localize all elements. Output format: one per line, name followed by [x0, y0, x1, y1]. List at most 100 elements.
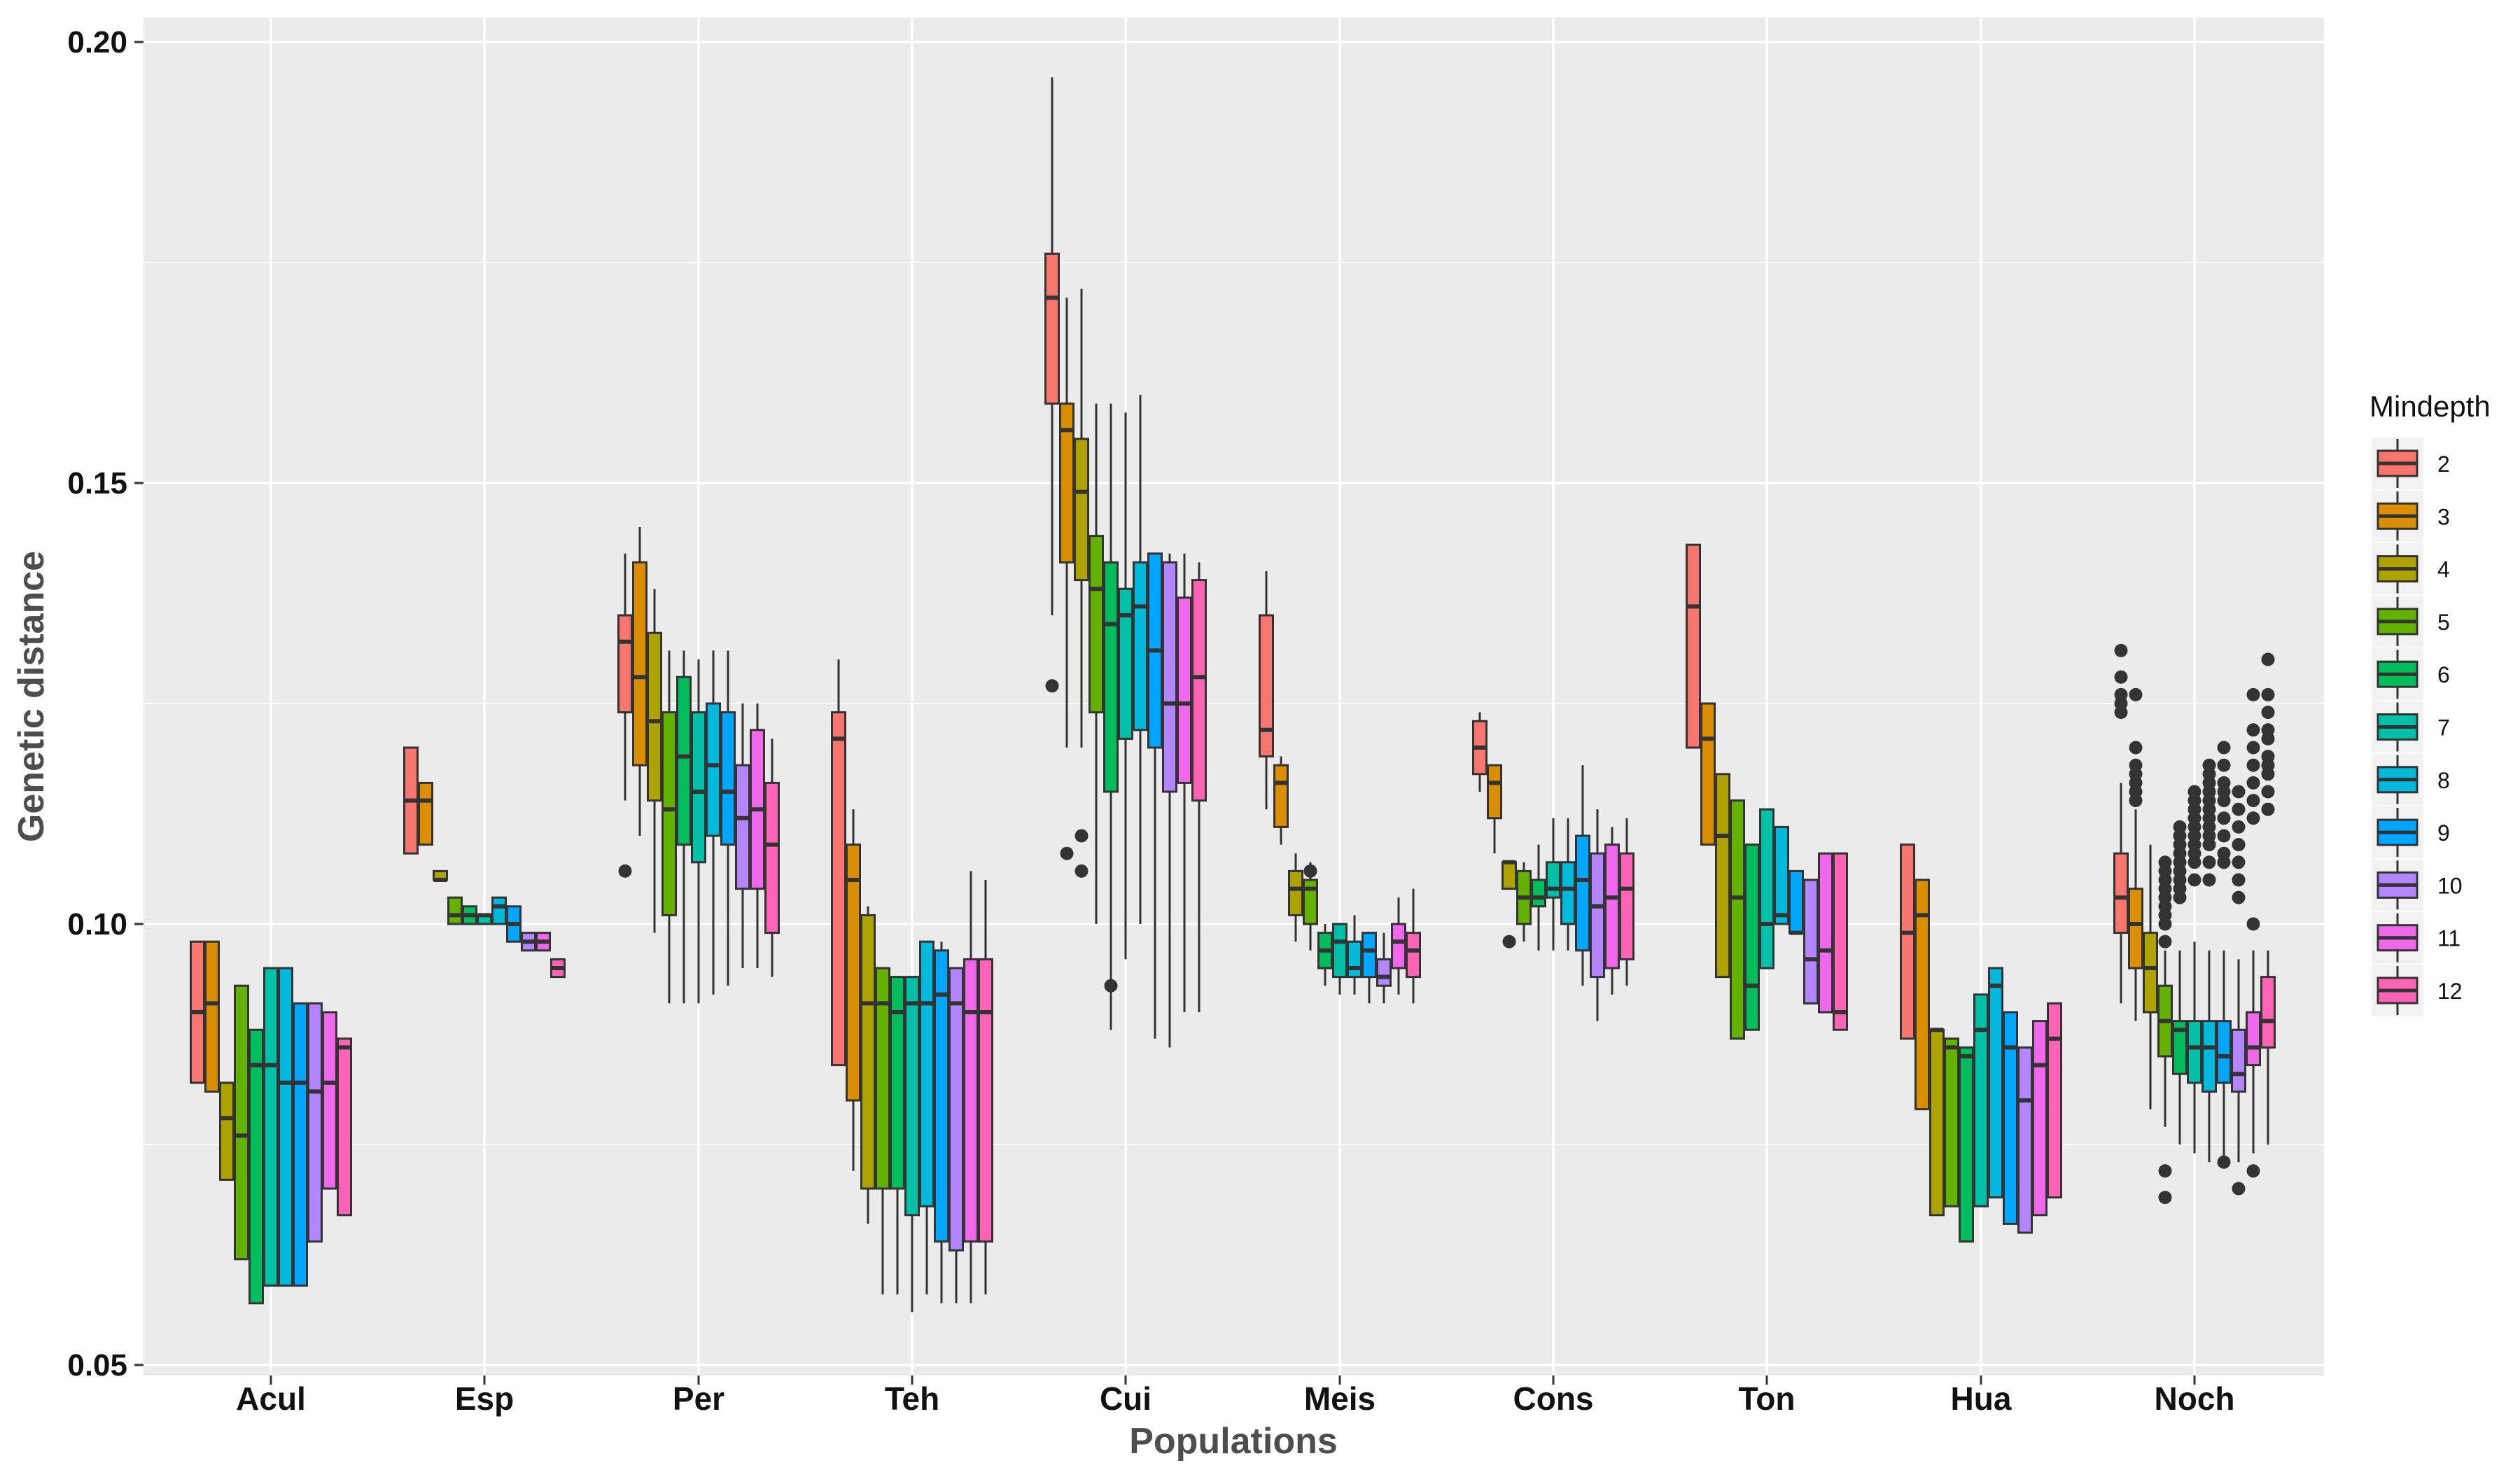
outlier-point: [1104, 979, 1118, 993]
box-body: [846, 844, 861, 1102]
outlier-point: [1074, 829, 1088, 843]
box-noch-6: [2172, 950, 2188, 1144]
box-per-5: [662, 650, 677, 1004]
outlier-point: [2246, 917, 2260, 931]
box-cui-3: [1059, 298, 1074, 748]
legend-label: 5: [2437, 610, 2450, 635]
box-body: [248, 1028, 264, 1305]
box-acul-5: [234, 984, 249, 1261]
box-acul-11: [322, 1011, 337, 1190]
y-axis: 0.05 0.10 0.15 0.20: [67, 25, 144, 1382]
box-esp-8: [491, 896, 507, 925]
box-body: [1391, 923, 1406, 969]
outlier-point: [2217, 758, 2231, 772]
outlier-point: [2217, 846, 2231, 860]
box-cons-4: [1502, 860, 1517, 890]
box-body: [1177, 596, 1192, 784]
box-body: [1788, 869, 1804, 934]
outlier-point: [2173, 820, 2187, 834]
box-body: [1914, 878, 1930, 1111]
outlier-point: [2188, 785, 2202, 799]
outlier-point: [2246, 1164, 2260, 1178]
box-teh-2: [831, 659, 846, 1067]
box-body: [706, 702, 721, 837]
box-esp-7: [477, 913, 492, 925]
box-teh-5: [875, 967, 890, 1295]
box-esp-4: [433, 869, 448, 882]
box-body: [632, 561, 648, 766]
box-body: [1700, 702, 1716, 846]
legend-key-2: 2: [2372, 438, 2450, 489]
box-hua-11: [2032, 1020, 2047, 1217]
outlier-point: [2246, 687, 2260, 701]
outlier-point: [2246, 776, 2260, 790]
box-ton-8: [1774, 825, 1789, 925]
outlier-point: [2261, 687, 2275, 701]
box-body: [948, 967, 964, 1252]
y-tick-label: 0.20: [67, 25, 127, 59]
box-body: [1288, 869, 1303, 916]
box-per-4: [647, 589, 662, 933]
outlier-point: [2232, 873, 2246, 887]
box-body: [1502, 861, 1517, 890]
legend-label: 8: [2437, 768, 2450, 793]
box-esp-6: [462, 905, 477, 925]
box-body: [831, 711, 846, 1067]
outlier-point: [2202, 758, 2216, 772]
x-tick-label-noch: Noch: [2155, 1380, 2235, 1417]
outlier-point: [1045, 679, 1059, 693]
legend-label: 7: [2437, 715, 2450, 741]
outlier-point: [2114, 687, 2128, 701]
box-esp-3: [418, 781, 433, 846]
box-body: [2202, 1020, 2217, 1093]
legend-key-12: 12: [2372, 965, 2463, 1016]
box-acul-12: [337, 1037, 352, 1217]
box-body: [2128, 888, 2143, 969]
box-noch-2: [2113, 783, 2129, 1004]
box-body: [1560, 861, 1576, 925]
box-esp-5: [447, 896, 463, 925]
box-noch-12: [2260, 950, 2276, 1144]
outlier-point: [2232, 838, 2246, 852]
box-body: [1944, 1037, 1959, 1208]
box-body: [1273, 764, 1289, 828]
legend-key-5: 5: [2372, 595, 2450, 648]
legend-label: 12: [2437, 979, 2463, 1004]
box-cons-12: [1619, 818, 1634, 986]
outlier-points: [618, 643, 2275, 1205]
box-cui-7: [1118, 412, 1133, 960]
box-per-12: [764, 738, 780, 977]
box-body: [978, 958, 993, 1243]
x-axis: Acul Esp Per Teh Cui Meis Cons Ton Hua Noch: [236, 1376, 2235, 1417]
box-body: [720, 711, 736, 846]
box-body: [1546, 861, 1561, 899]
box-body: [919, 940, 934, 1208]
box-body: [735, 764, 750, 890]
outlier-point: [2261, 750, 2275, 764]
box-teh-6: [890, 976, 905, 1295]
box-per-9: [720, 650, 736, 986]
box-cui-5: [1088, 403, 1104, 924]
box-cons-10: [1590, 809, 1605, 1021]
box-noch-8: [2202, 950, 2217, 1163]
legend-label: 11: [2437, 926, 2460, 951]
legend-label: 2: [2437, 451, 2450, 477]
box-esp-9: [506, 905, 522, 943]
box-body: [293, 1002, 308, 1287]
y-tick-label: 0.15: [67, 466, 127, 500]
box-body: [1818, 852, 1833, 1014]
box-noch-9: [2216, 950, 2232, 1163]
box-body: [2032, 1020, 2047, 1217]
box-cons-3: [1487, 764, 1502, 854]
box-body: [1487, 764, 1502, 820]
box-body: [1406, 932, 1421, 979]
outlier-point: [2232, 802, 2246, 816]
box-cui-12: [1191, 562, 1207, 1012]
box-body: [1103, 561, 1119, 793]
box-body: [764, 781, 780, 934]
box-body: [278, 967, 293, 1287]
outlier-point: [2202, 873, 2216, 887]
outlier-point: [2129, 741, 2143, 755]
box-teh-10: [948, 967, 964, 1303]
box-ton-3: [1700, 702, 1716, 846]
